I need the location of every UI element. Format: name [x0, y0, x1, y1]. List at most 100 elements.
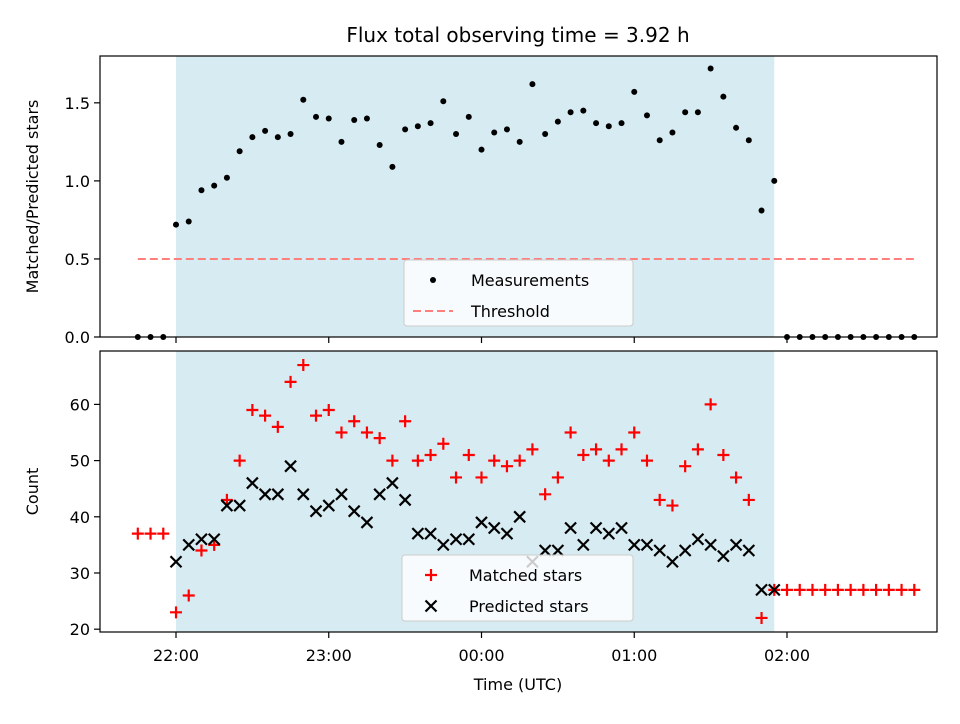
data-point [539, 488, 552, 501]
data-point [742, 493, 755, 506]
data-point [554, 118, 561, 125]
data-point [297, 359, 310, 372]
data-point [300, 96, 307, 103]
y-axis-title: Matched/Predicted stars [23, 100, 42, 294]
data-point [704, 538, 717, 552]
data-point [678, 544, 692, 557]
data-point [398, 493, 412, 507]
panel-2: 20 30 40 50 60 22:00 23:00 00:00 01:00 02:00 Count… [23, 350, 938, 665]
data-point [246, 476, 259, 490]
data-point [793, 583, 806, 596]
data-point [602, 454, 615, 467]
data-point [755, 611, 768, 624]
data-point [669, 129, 676, 136]
data-point [564, 521, 577, 535]
data-point [338, 138, 345, 145]
data-point [729, 538, 743, 552]
data-point [730, 471, 743, 484]
legend-label: Measurements [471, 271, 589, 290]
data-point [198, 187, 205, 194]
data-point [462, 448, 475, 461]
data-point [551, 544, 565, 557]
data-point [529, 81, 536, 88]
data-point [589, 521, 603, 535]
data-point [590, 443, 603, 456]
data-point [309, 504, 323, 518]
data-point [157, 527, 170, 540]
data-point [335, 488, 348, 501]
data-point [195, 532, 208, 546]
data-point [895, 583, 908, 596]
data-point [335, 426, 348, 439]
data-point [220, 493, 233, 506]
data-point [666, 499, 679, 512]
data-point [653, 493, 666, 506]
legend-marker [430, 277, 436, 283]
data-point [258, 488, 272, 501]
data-point [679, 460, 692, 473]
data-point [427, 120, 434, 127]
data-point [249, 134, 256, 141]
data-point [236, 148, 243, 155]
data-point [615, 521, 628, 535]
data-point [465, 113, 472, 120]
data-point [440, 98, 447, 105]
y-tick-label: 20 [70, 620, 90, 639]
legend: Measurements Threshold [403, 259, 634, 327]
data-point [287, 131, 294, 138]
data-point [593, 120, 600, 127]
data-point [717, 448, 730, 461]
data-point [386, 454, 399, 467]
legend-label: Matched stars [469, 566, 582, 585]
data-point [386, 476, 399, 490]
data-point [462, 532, 476, 546]
data-point [437, 437, 450, 450]
data-point [491, 129, 498, 136]
data-point [844, 583, 857, 596]
data-point [325, 115, 332, 122]
data-point [144, 527, 157, 540]
data-point [411, 527, 425, 540]
data-point [170, 606, 182, 619]
y-tick-label: 50 [70, 452, 90, 471]
data-point [781, 583, 793, 596]
data-point [618, 120, 625, 127]
data-point [666, 555, 679, 569]
data-point [707, 65, 714, 72]
data-point [882, 583, 895, 596]
data-point [542, 131, 549, 138]
legend-label: Predicted stars [469, 597, 589, 616]
data-point [389, 163, 396, 170]
data-point [271, 488, 285, 501]
data-point [322, 404, 335, 417]
panel-1: 0.0 0.5 1.0 1.5 Matched/Predicted stars Measu… [23, 55, 938, 347]
data-point [526, 443, 539, 456]
data-point [503, 126, 510, 133]
data-point [475, 516, 488, 529]
data-point [347, 504, 361, 518]
data-point [656, 137, 663, 144]
data-point [207, 532, 221, 546]
data-point [500, 460, 513, 473]
panels-group: 0.0 0.5 1.0 1.5 Matched/Predicted stars Measu… [23, 55, 938, 665]
y-tick-label: 0.0 [65, 328, 90, 347]
x-axis-title: Time (UTC) [473, 675, 562, 694]
data-point [538, 544, 552, 557]
data-point [262, 127, 269, 134]
data-point [487, 521, 501, 535]
y-tick-label: 60 [70, 395, 90, 414]
data-point [564, 426, 577, 439]
data-point [437, 538, 450, 552]
y-tick-label: 0.5 [65, 250, 90, 269]
data-point [605, 123, 612, 130]
chart-title: Flux total observing time = 3.92 h [346, 23, 689, 47]
x-tick-label: 02:00 [764, 646, 810, 665]
data-point [643, 112, 650, 119]
data-point [348, 415, 361, 428]
data-point [475, 471, 488, 484]
legend-label: Threshold [470, 302, 550, 321]
data-point [580, 107, 587, 114]
data-point [908, 583, 921, 596]
data-point [284, 459, 297, 473]
